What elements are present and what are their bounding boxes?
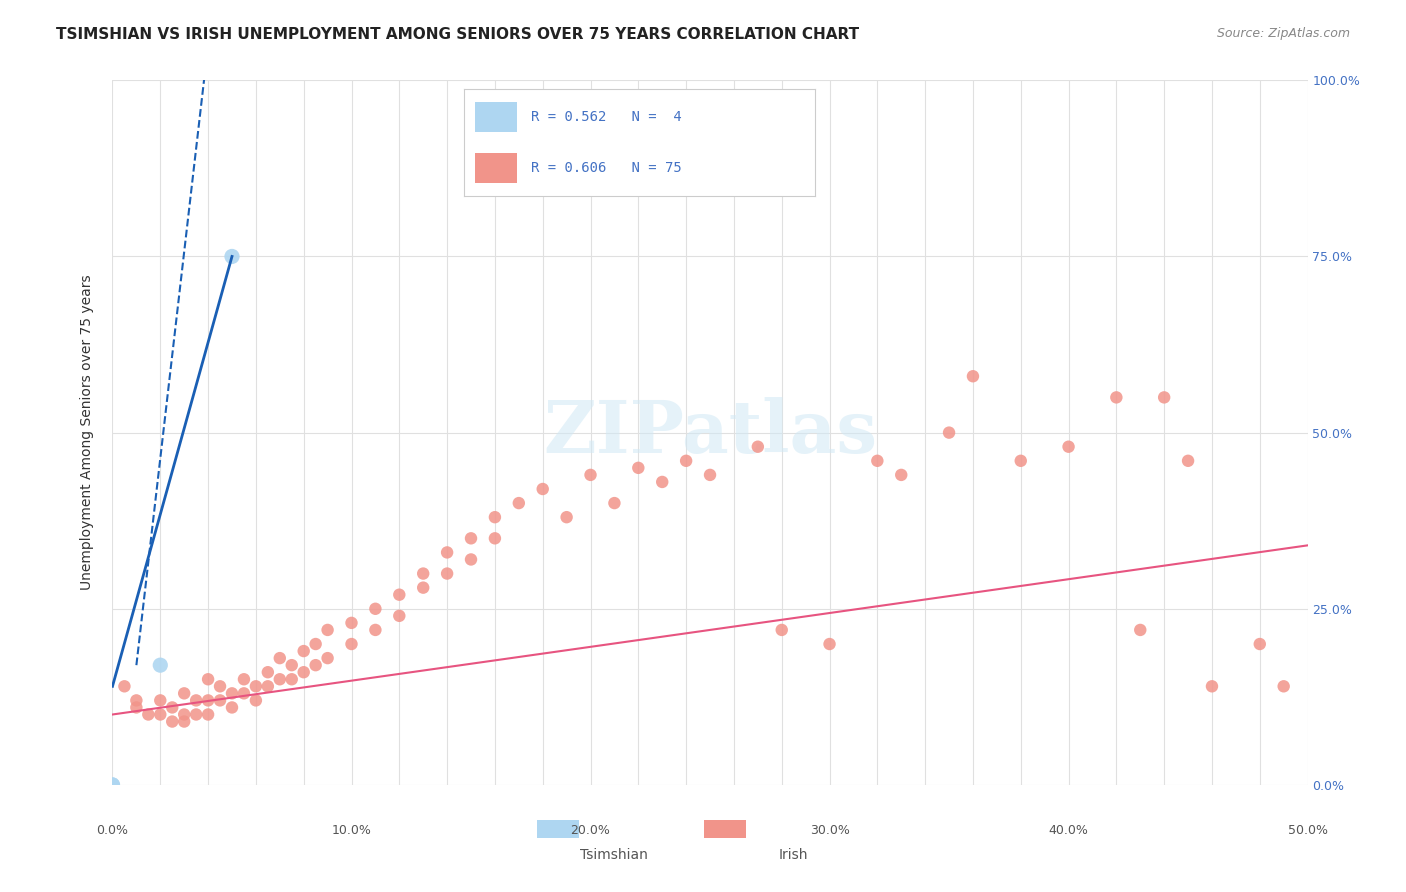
Text: 50.0%: 50.0% [1288, 823, 1327, 837]
Point [149, 693, 172, 707]
Point [412, 566, 434, 581]
Text: TSIMSHIAN VS IRISH UNEMPLOYMENT AMONG SENIORS OVER 75 YEARS CORRELATION CHART: TSIMSHIAN VS IRISH UNEMPLOYMENT AMONG SE… [56, 27, 859, 42]
Point [281, 673, 304, 687]
Point [531, 482, 554, 496]
Point [1201, 679, 1223, 693]
Point [162, 700, 183, 714]
Point [138, 707, 160, 722]
Point [1153, 391, 1175, 405]
Point [436, 545, 458, 559]
Point [1272, 679, 1295, 693]
Text: ZIPatlas: ZIPatlas [543, 397, 877, 468]
Point [603, 496, 626, 510]
Point [1129, 623, 1152, 637]
Point [125, 700, 148, 714]
Point [209, 679, 232, 693]
Text: 10.0%: 10.0% [332, 823, 371, 837]
Point [221, 250, 243, 264]
Point [233, 673, 256, 687]
Point [149, 658, 172, 673]
FancyBboxPatch shape [475, 102, 517, 132]
Point [269, 673, 291, 687]
Point [627, 460, 650, 475]
Point [305, 658, 328, 673]
Text: Source: ZipAtlas.com: Source: ZipAtlas.com [1216, 27, 1350, 40]
Point [221, 686, 243, 700]
Point [162, 714, 183, 729]
Point [388, 588, 411, 602]
Point [555, 510, 578, 524]
Point [484, 532, 506, 546]
Text: Irish: Irish [779, 848, 808, 863]
Y-axis label: Unemployment Among Seniors over 75 years: Unemployment Among Seniors over 75 years [80, 275, 94, 591]
Point [269, 651, 291, 665]
Point [186, 707, 208, 722]
Point [257, 679, 280, 693]
Text: 0.0%: 0.0% [97, 823, 128, 837]
Point [340, 637, 363, 651]
Point [316, 651, 339, 665]
Point [651, 475, 673, 489]
Point [257, 665, 280, 680]
Point [436, 566, 458, 581]
Text: Tsimshian: Tsimshian [581, 848, 648, 863]
Point [101, 778, 124, 792]
Point [114, 679, 135, 693]
Point [818, 637, 841, 651]
Point [770, 623, 793, 637]
Point [245, 679, 267, 693]
Point [388, 608, 411, 623]
Point [1057, 440, 1080, 454]
Text: 40.0%: 40.0% [1049, 823, 1088, 837]
Text: R = 0.606   N = 75: R = 0.606 N = 75 [531, 161, 682, 176]
Text: 20.0%: 20.0% [571, 823, 610, 837]
Point [340, 615, 363, 630]
Point [460, 552, 482, 566]
Point [173, 707, 195, 722]
Point [866, 454, 889, 468]
Point [316, 623, 339, 637]
Point [412, 581, 434, 595]
Point [699, 467, 721, 482]
Point [173, 714, 195, 729]
FancyBboxPatch shape [475, 153, 517, 184]
Point [1105, 391, 1128, 405]
Point [364, 623, 387, 637]
Point [1249, 637, 1271, 651]
Point [460, 532, 482, 546]
Point [245, 693, 267, 707]
Point [292, 644, 315, 658]
Text: R = 0.562   N =  4: R = 0.562 N = 4 [531, 110, 682, 124]
Point [747, 440, 769, 454]
Point [675, 454, 697, 468]
FancyBboxPatch shape [537, 821, 579, 838]
Point [890, 467, 912, 482]
Point [186, 693, 208, 707]
Point [508, 496, 530, 510]
Point [197, 673, 219, 687]
Point [221, 700, 243, 714]
Point [101, 778, 124, 792]
Point [364, 601, 387, 615]
Text: 30.0%: 30.0% [810, 823, 849, 837]
Point [579, 467, 602, 482]
Point [209, 693, 232, 707]
Point [281, 658, 304, 673]
Point [1177, 454, 1199, 468]
Point [125, 693, 148, 707]
FancyBboxPatch shape [704, 821, 747, 838]
Point [938, 425, 960, 440]
Point [962, 369, 984, 384]
Point [149, 707, 172, 722]
Point [197, 707, 219, 722]
Point [292, 665, 315, 680]
Point [305, 637, 328, 651]
Point [197, 693, 219, 707]
Point [173, 686, 195, 700]
Point [1010, 454, 1032, 468]
Point [484, 510, 506, 524]
Point [233, 686, 256, 700]
